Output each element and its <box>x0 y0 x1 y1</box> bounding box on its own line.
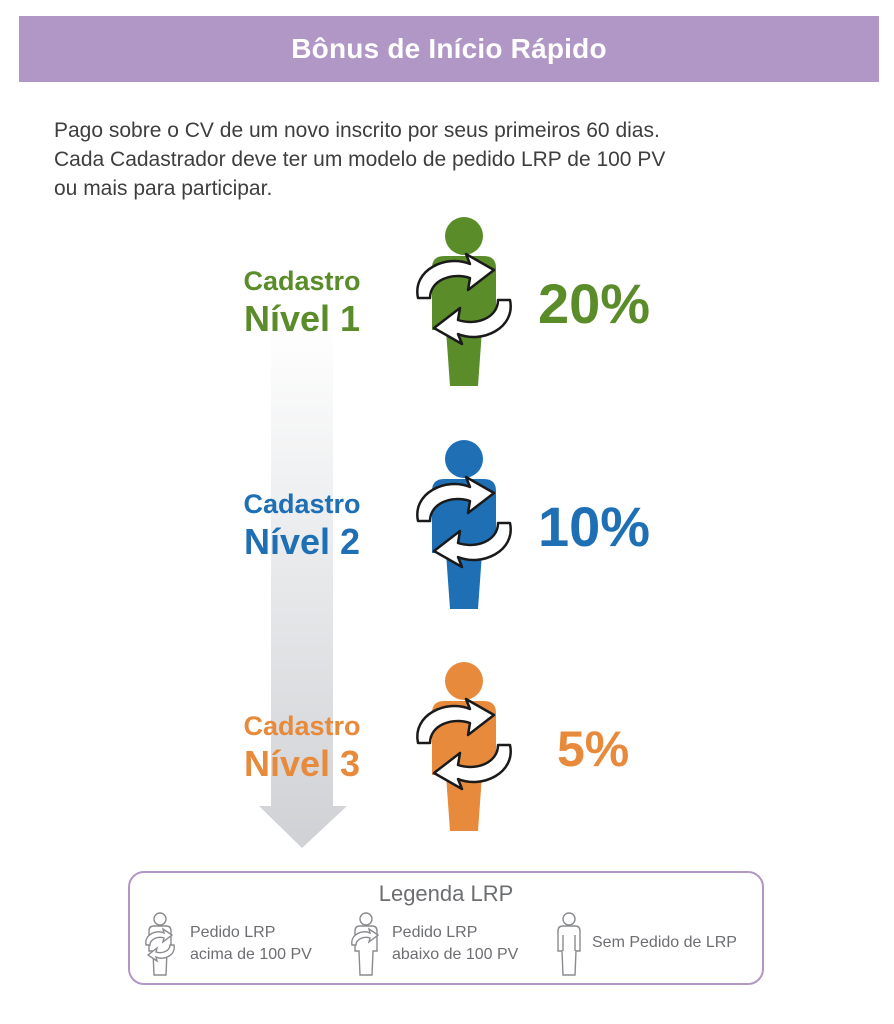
level-label-line1: Cadastro <box>243 266 361 296</box>
legend-item-line2: acima de 100 PV <box>190 946 312 963</box>
person-lrp-icon <box>416 662 512 831</box>
level-3-percent: 5% <box>557 721 630 777</box>
intro-line: Cada Cadastrador deve ter um modelo de p… <box>54 148 666 171</box>
level-3-label: Cadastro Nível 3 <box>212 713 392 782</box>
legend-item-above: Pedido LRP acima de 100 PV <box>142 911 312 977</box>
page-header: Bônus de Início Rápido <box>19 16 879 82</box>
lrp-legend: Legenda LRP Pedido LRP acima de 100 PV P… <box>128 871 764 985</box>
level-label-line1: Cadastro <box>243 711 361 741</box>
person-arrows-icon <box>145 912 175 976</box>
legend-title: Legenda LRP <box>378 881 514 906</box>
intro-line: Pago sobre o CV de um novo inscrito por … <box>54 119 660 142</box>
legend-item-line2: abaixo de 100 PV <box>392 946 519 963</box>
level-1-label: Cadastro Nível 1 <box>212 268 392 337</box>
intro-line: ou mais para participar. <box>54 177 273 200</box>
intro-text: Pago sobre o CV de um novo inscrito por … <box>54 116 814 203</box>
person-lrp-icon <box>416 440 512 609</box>
person-lrp-icon <box>416 217 512 386</box>
legend-item-line1: Sem Pedido de LRP <box>592 934 737 951</box>
level-2-percent: 10% <box>538 495 651 558</box>
person-arrow-icon <box>351 912 380 976</box>
level-2-label: Cadastro Nível 2 <box>212 491 392 560</box>
person-icon <box>557 912 581 976</box>
page-title: Bônus de Início Rápido <box>291 33 607 64</box>
level-label-line1: Cadastro <box>243 489 361 519</box>
legend-item-line1: Pedido LRP <box>190 924 276 941</box>
level-label-line2: Nível 2 <box>243 521 361 562</box>
level-label-line2: Nível 3 <box>243 743 361 784</box>
level-label-line2: Nível 1 <box>243 298 361 339</box>
legend-item-line1: Pedido LRP <box>392 924 478 941</box>
legend-item-below: Pedido LRP abaixo de 100 PV <box>348 911 518 977</box>
downward-flow-arrow-icon <box>259 318 347 848</box>
legend-item-none: Sem Pedido de LRP <box>554 911 737 977</box>
level-1-percent: 20% <box>538 272 651 335</box>
